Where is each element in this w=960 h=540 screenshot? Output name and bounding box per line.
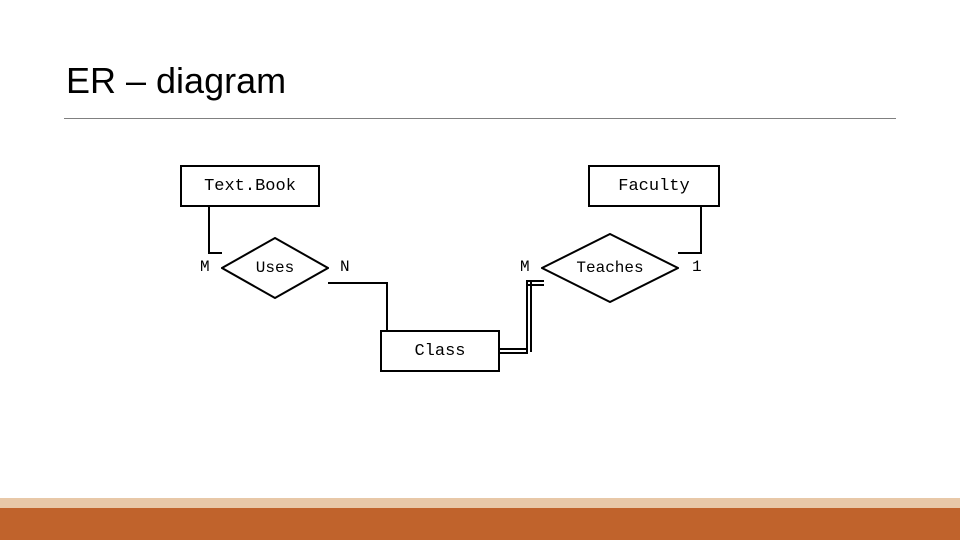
relationship-teaches: Teaches: [541, 233, 679, 303]
connector-segment: [526, 284, 544, 286]
cardinality-M-teaches-left: M: [520, 258, 530, 276]
connector-segment: [530, 282, 532, 352]
connector-segment: [208, 252, 222, 254]
entity-label: Faculty: [618, 177, 689, 196]
er-diagram: Text.Book Faculty Class Uses Teaches M N…: [0, 0, 960, 540]
connector-segment: [386, 282, 388, 332]
connector-segment: [498, 348, 528, 350]
connector-segment: [526, 282, 528, 352]
entity-textbook: Text.Book: [180, 165, 320, 207]
connector-segment: [498, 352, 528, 354]
cardinality-1-teaches-right: 1: [692, 258, 702, 276]
cardinality-M-uses-left: M: [200, 258, 210, 276]
footer-accent-bar: [0, 498, 960, 508]
entity-label: Text.Book: [204, 177, 296, 196]
relationship-uses: Uses: [221, 237, 329, 299]
entity-faculty: Faculty: [588, 165, 720, 207]
entity-label: Class: [414, 342, 465, 361]
connector-segment: [526, 280, 544, 282]
connector-segment: [208, 207, 210, 252]
footer-main-bar: [0, 508, 960, 540]
entity-class: Class: [380, 330, 500, 372]
relationship-label: Teaches: [541, 233, 679, 303]
connector-segment: [700, 207, 702, 252]
cardinality-N-uses-right: N: [340, 258, 350, 276]
connector-segment: [678, 252, 702, 254]
relationship-label: Uses: [221, 237, 329, 299]
connector-segment: [328, 282, 388, 284]
